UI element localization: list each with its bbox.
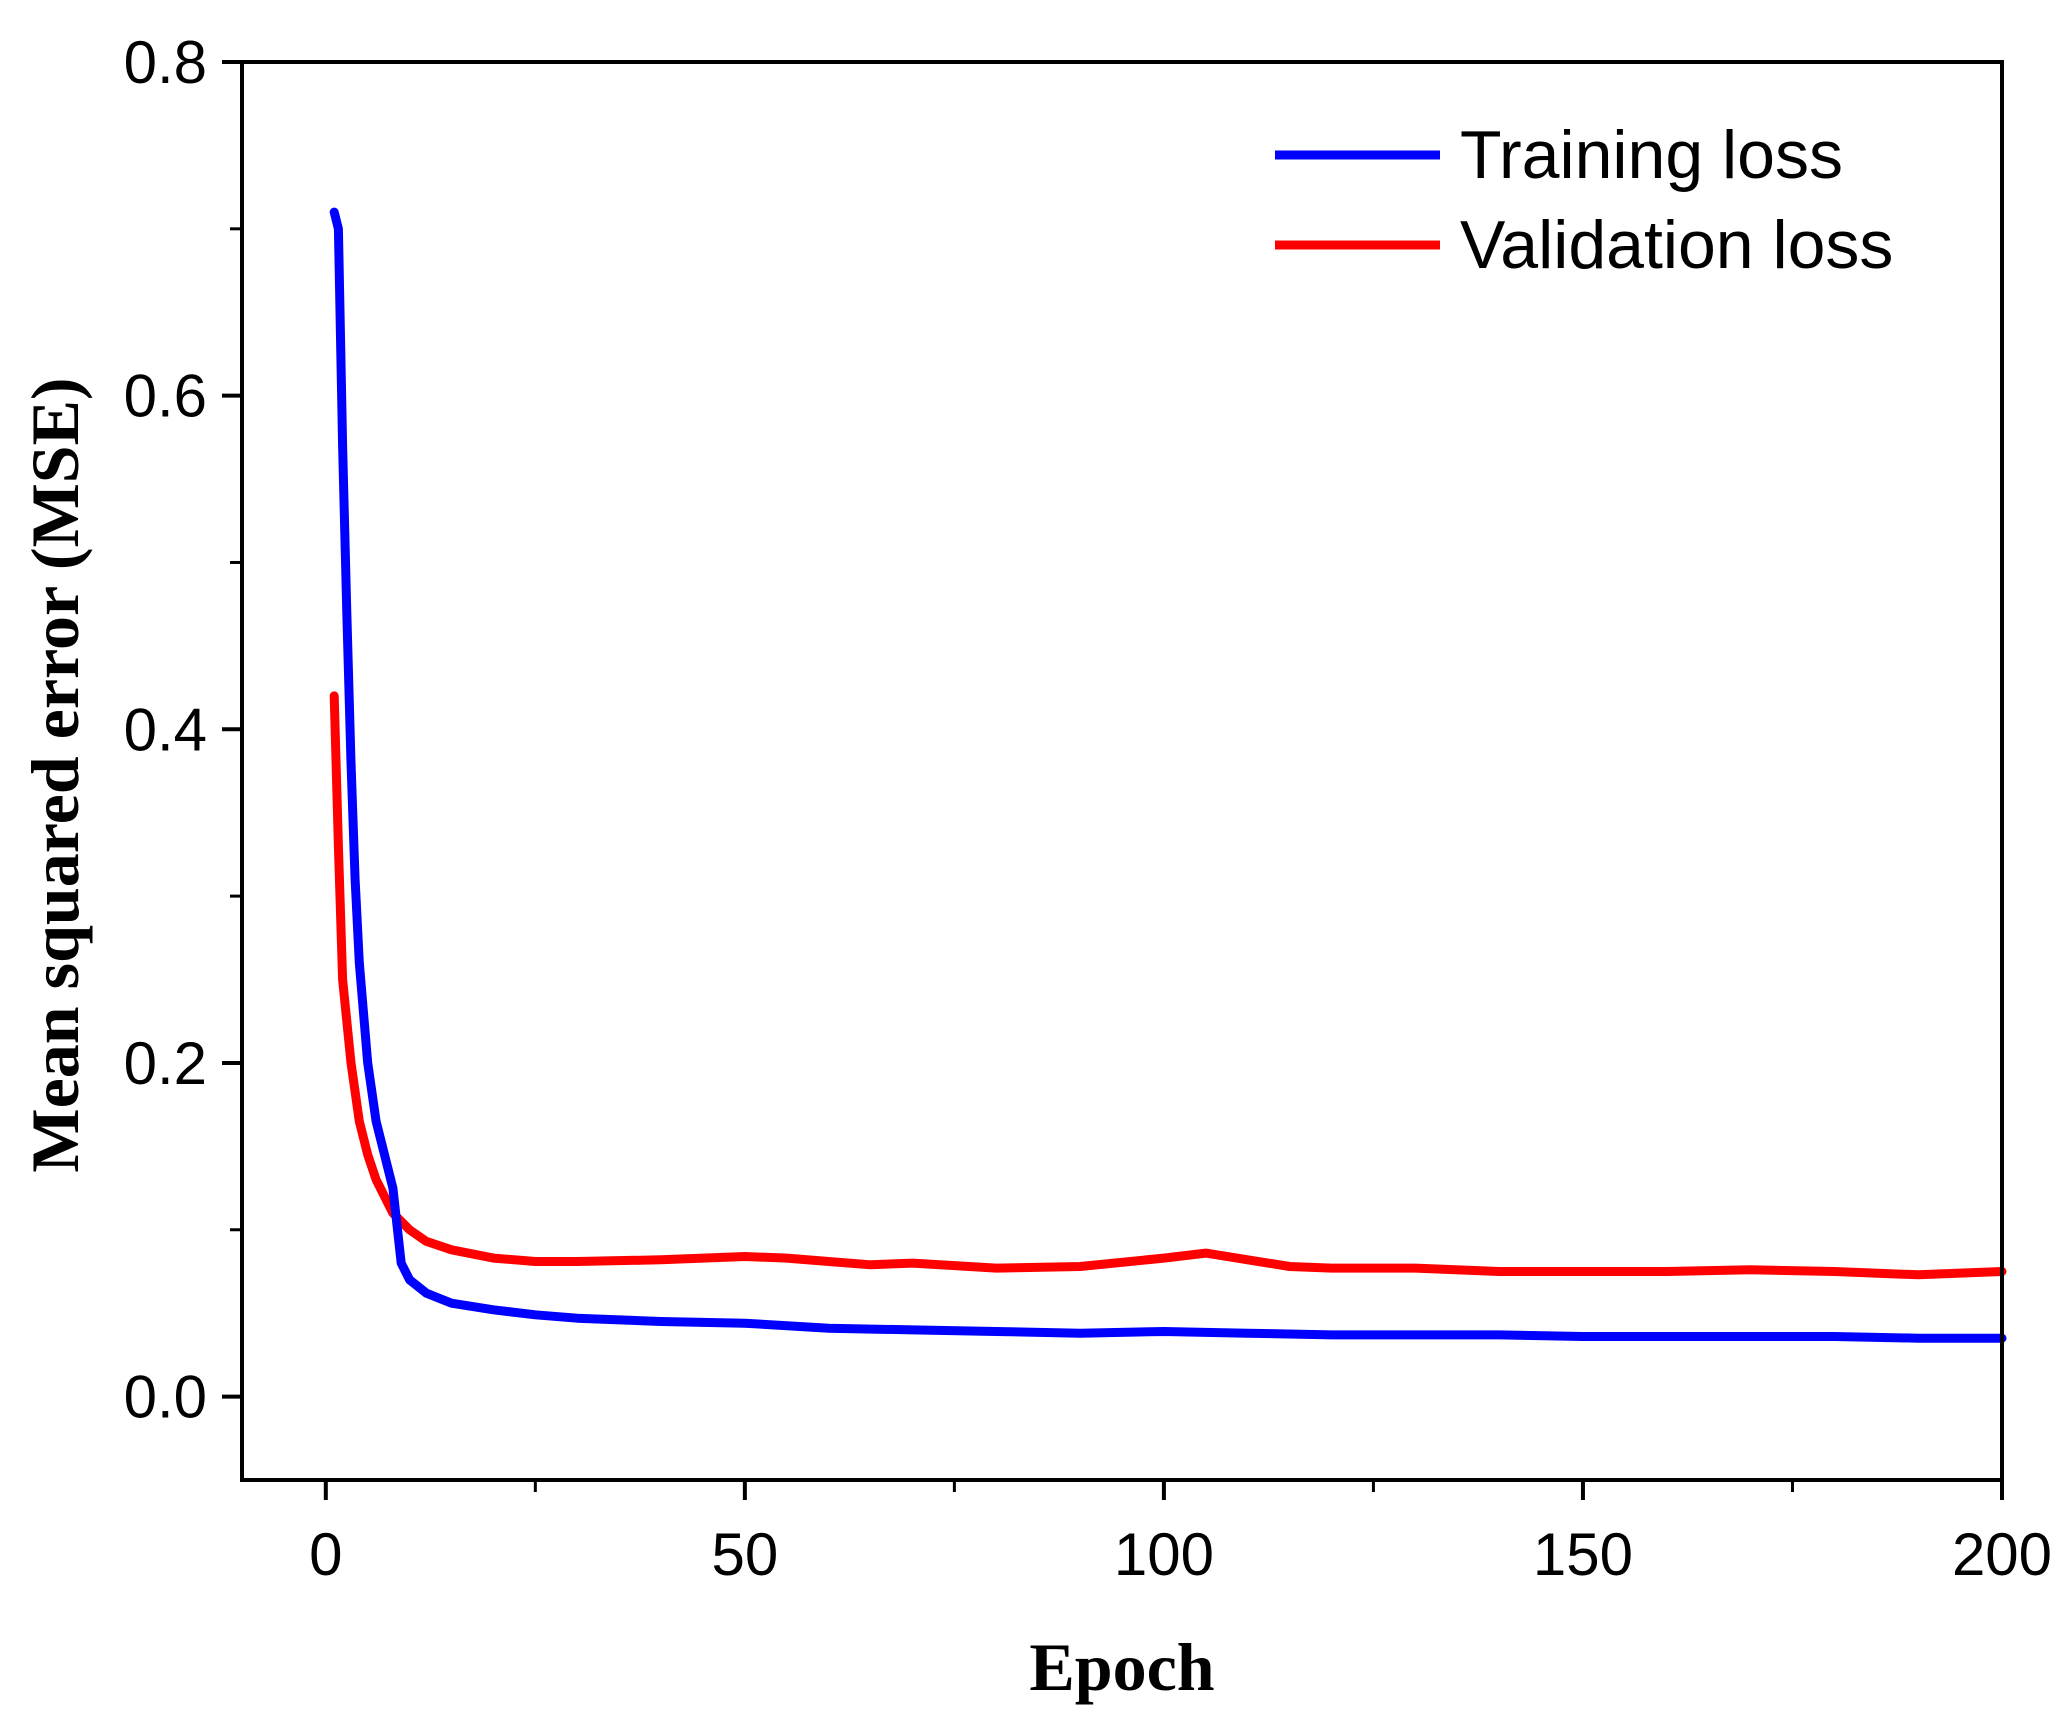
x-tick-label: 150 [1533, 1521, 1633, 1588]
x-tick-label: 200 [1952, 1521, 2052, 1588]
y-axis-title: Mean squared error (MSE) [17, 377, 93, 1172]
x-tick-label: 100 [1114, 1521, 1214, 1588]
series-line-validation-loss [329, 691, 2007, 1280]
series-layer [329, 207, 2007, 1343]
y-tick-label: 0.8 [124, 29, 207, 96]
legend-label-validation: Validation loss [1460, 207, 1893, 283]
plot-frame [240, 60, 2004, 1482]
x-tick-label: 0 [309, 1521, 342, 1588]
series-line-training-loss [329, 207, 2007, 1343]
legend-label-training: Training loss [1460, 117, 1843, 193]
y-tick-label: 0.6 [124, 363, 207, 430]
x-axis-title: Epoch [1029, 1629, 1214, 1705]
y-tick-label: 0.0 [124, 1364, 207, 1431]
x-tick-label: 50 [711, 1521, 778, 1588]
legend: Training loss Validation loss [1275, 117, 1893, 283]
y-tick-label: 0.2 [124, 1030, 207, 1097]
ticks-layer: 0 50 100 150 200 0.0 0.2 0.4 0.6 0.8 [124, 29, 2052, 1588]
y-tick-label: 0.4 [124, 696, 207, 763]
